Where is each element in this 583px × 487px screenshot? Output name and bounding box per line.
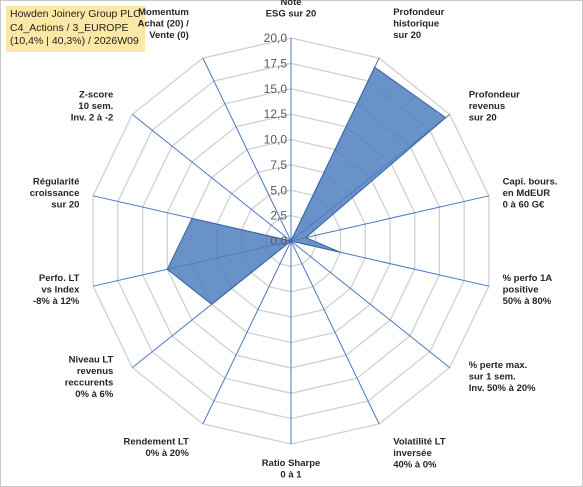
data-series-area — [166, 66, 447, 305]
axis-label-3: Capi. bours. en MdEUR 0 à 60 G€ — [503, 177, 558, 211]
axis-spoke-3 — [290, 195, 490, 242]
axis-spoke-6 — [290, 240, 380, 425]
axis-label-7: Ratio Sharpe 0 à 1 — [262, 458, 321, 481]
tick-label-6: 15,0 — [264, 82, 288, 96]
axis-label-2: Profondeur revenus sur 20 — [469, 90, 520, 124]
axis-spoke-5 — [290, 240, 451, 368]
tick-label-0: 0,0 — [270, 234, 287, 248]
tick-label-8: 20,0 — [264, 31, 288, 45]
chart-title-box: Howden Joinery Group PLC C4_Actions / 3_… — [6, 6, 145, 52]
axis-label-12: Z-score 10 sem. Inv. 2 à -2 — [71, 90, 114, 124]
axis-spoke-8 — [202, 240, 292, 425]
axis-spoke-12 — [131, 114, 292, 242]
title-line-stats: (10,4% | 40,3%) / 2026W09 — [10, 35, 139, 47]
axis-label-1: Profondeur historique sur 20 — [393, 7, 444, 41]
tick-label-1: 2,5 — [270, 209, 287, 223]
axis-label-11: Régularité croissance sur 20 — [30, 177, 80, 211]
axis-label-10: Perfo. LT vs Index -8% à 12% — [33, 273, 80, 307]
tick-label-4: 10,0 — [264, 133, 288, 147]
axis-spoke-13 — [202, 57, 292, 242]
axis-label-5: % perte max. sur 1 sem. Inv. 50% à 20% — [469, 360, 536, 394]
axis-label-8: Rendement LT 0% à 20% — [124, 437, 190, 460]
axis-label-9: Niveau LT revenus reccurents 0% à 6% — [65, 354, 114, 400]
tick-label-5: 12,5 — [264, 107, 288, 121]
tick-label-2: 5,0 — [270, 183, 287, 197]
axis-label-6: Volatilité LT inversée 40% à 0% — [393, 437, 446, 471]
title-line-category: C4_Actions / 3_EUROPE — [10, 21, 129, 34]
axis-label-0: Note ESG sur 20 — [266, 0, 317, 20]
tick-label-7: 17,5 — [264, 56, 288, 70]
axis-label-13: Momentum Achat (20) / Vente (0) — [138, 7, 190, 41]
title-line-company: Howden Joinery Group PLC — [10, 8, 141, 20]
axis-label-4: % perfo 1A positive 50% à 80% — [503, 273, 553, 307]
tick-label-3: 7,5 — [270, 158, 287, 172]
